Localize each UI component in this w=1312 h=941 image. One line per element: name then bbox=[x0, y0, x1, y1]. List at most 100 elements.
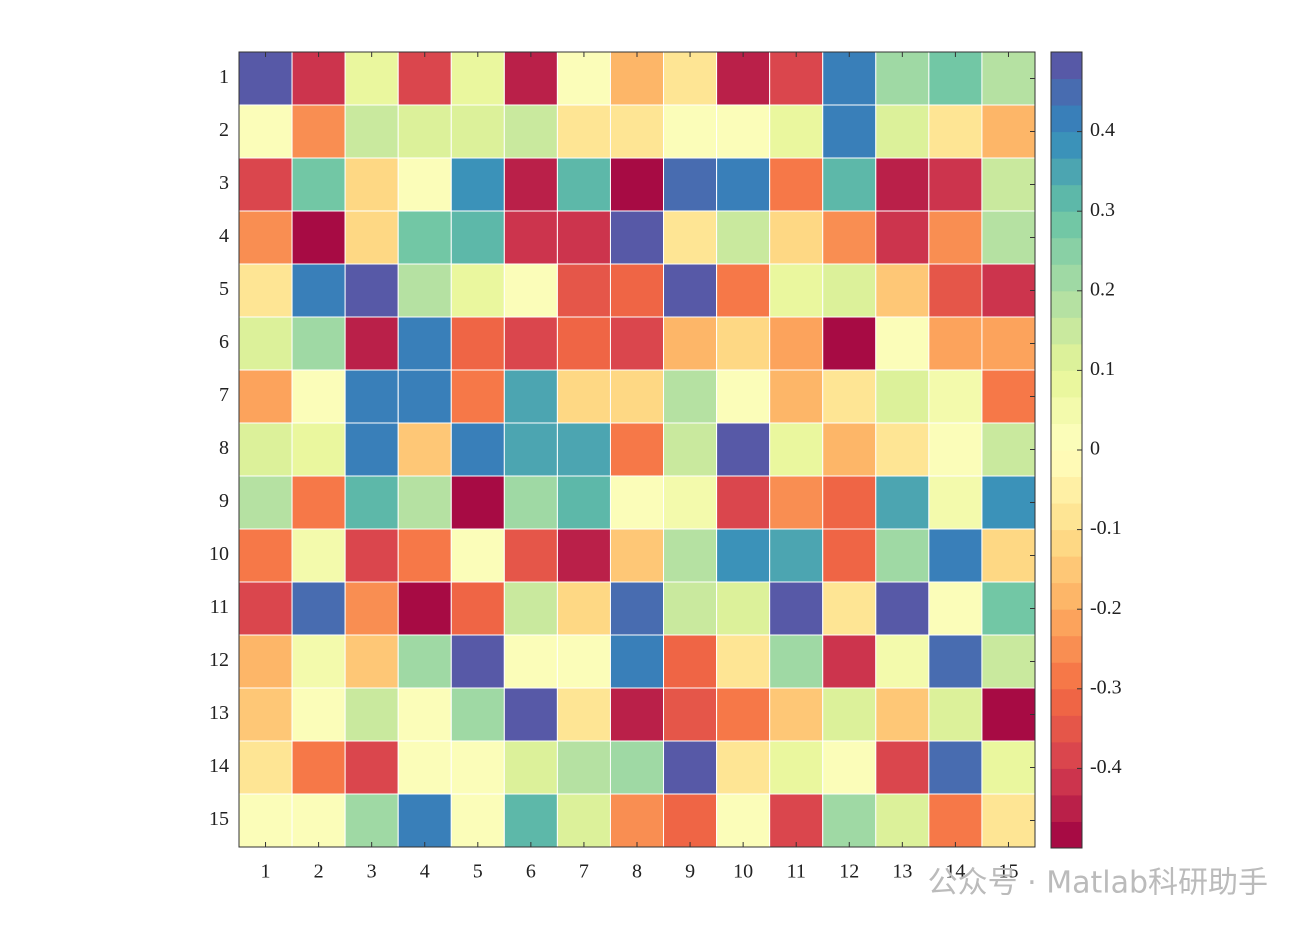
cell bbox=[663, 475, 718, 530]
colorbar-swatch bbox=[1051, 343, 1082, 371]
cell bbox=[769, 316, 824, 371]
cell bbox=[238, 422, 293, 477]
cell bbox=[450, 475, 505, 530]
cell bbox=[556, 581, 611, 636]
cell bbox=[928, 263, 983, 318]
cell bbox=[822, 634, 877, 689]
cell bbox=[769, 104, 824, 159]
x-tick-label: 15 bbox=[998, 861, 1018, 883]
colorbar-swatch bbox=[1051, 423, 1082, 451]
cell bbox=[556, 475, 611, 530]
colorbar-tick-label: 0.2 bbox=[1090, 278, 1115, 300]
cell bbox=[822, 528, 877, 583]
cell bbox=[291, 104, 346, 159]
cell bbox=[981, 687, 1036, 742]
cell bbox=[822, 369, 877, 424]
cell bbox=[503, 51, 558, 106]
cell bbox=[609, 634, 665, 689]
watermark: 公众号 · Matlab科研助手 bbox=[928, 866, 1268, 901]
cell bbox=[822, 316, 877, 371]
colorbar-swatch bbox=[1051, 78, 1082, 106]
x-tick-label: 10 bbox=[733, 861, 753, 883]
cell bbox=[291, 157, 346, 212]
cell bbox=[981, 634, 1036, 689]
cell bbox=[238, 740, 293, 795]
cell bbox=[503, 634, 558, 689]
cell bbox=[875, 210, 930, 265]
cell bbox=[238, 687, 293, 742]
cell bbox=[769, 687, 824, 742]
cell bbox=[344, 422, 399, 477]
cell bbox=[609, 687, 665, 742]
cell bbox=[397, 316, 452, 371]
cell bbox=[344, 634, 399, 689]
cell bbox=[397, 210, 452, 265]
cell bbox=[556, 263, 611, 318]
cell bbox=[981, 581, 1036, 636]
cell bbox=[875, 422, 930, 477]
cell bbox=[663, 740, 718, 795]
y-tick-label: 14 bbox=[209, 755, 229, 777]
cell bbox=[291, 581, 346, 636]
cell bbox=[981, 740, 1036, 795]
cell bbox=[291, 528, 346, 583]
cell bbox=[450, 104, 505, 159]
cell bbox=[397, 793, 452, 848]
cell bbox=[397, 263, 452, 318]
cell bbox=[822, 210, 877, 265]
x-tick-label: 1 bbox=[261, 861, 271, 883]
cell bbox=[875, 528, 930, 583]
cell bbox=[875, 369, 930, 424]
cell bbox=[238, 104, 293, 159]
cell bbox=[397, 475, 452, 530]
cell bbox=[928, 740, 983, 795]
cell bbox=[609, 51, 665, 106]
cell bbox=[769, 263, 824, 318]
cell bbox=[238, 51, 293, 106]
cell bbox=[397, 581, 452, 636]
cell bbox=[450, 634, 505, 689]
cell bbox=[609, 793, 665, 848]
colorbar-tick-label: -0.3 bbox=[1090, 676, 1122, 698]
cell bbox=[344, 475, 399, 530]
cell bbox=[769, 51, 824, 106]
cell bbox=[503, 581, 558, 636]
cell bbox=[238, 210, 293, 265]
cell bbox=[822, 263, 877, 318]
cell bbox=[875, 104, 930, 159]
cell bbox=[291, 422, 346, 477]
cell bbox=[928, 634, 983, 689]
cell bbox=[238, 157, 293, 212]
cell bbox=[291, 793, 346, 848]
colorbar-swatch bbox=[1051, 476, 1082, 504]
cell bbox=[875, 316, 930, 371]
y-tick-label: 8 bbox=[219, 437, 229, 459]
cell bbox=[663, 687, 718, 742]
cell bbox=[238, 793, 293, 848]
cell bbox=[238, 369, 293, 424]
cell bbox=[503, 104, 558, 159]
y-tick-label: 5 bbox=[219, 278, 229, 300]
colorbar-swatch bbox=[1051, 184, 1082, 212]
cell bbox=[450, 210, 505, 265]
colorbar-tick-label: -0.1 bbox=[1090, 517, 1122, 539]
cell bbox=[344, 210, 399, 265]
colorbar-swatch bbox=[1051, 131, 1082, 159]
cell bbox=[450, 793, 505, 848]
colorbar-swatch bbox=[1051, 582, 1082, 610]
cell bbox=[981, 422, 1036, 477]
cell bbox=[928, 210, 983, 265]
cell bbox=[716, 475, 771, 530]
cell bbox=[716, 528, 771, 583]
cell bbox=[928, 104, 983, 159]
colorbar-swatch bbox=[1051, 768, 1082, 796]
cell bbox=[397, 369, 452, 424]
cell bbox=[556, 528, 611, 583]
cell bbox=[556, 422, 611, 477]
cell bbox=[450, 51, 505, 106]
cell bbox=[822, 475, 877, 530]
cell bbox=[663, 104, 718, 159]
cell bbox=[344, 157, 399, 212]
